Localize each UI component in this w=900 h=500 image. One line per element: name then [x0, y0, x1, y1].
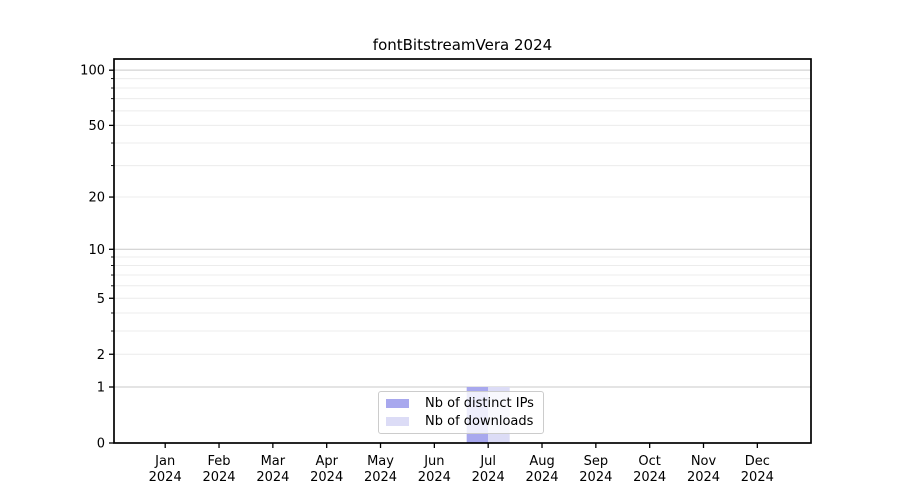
x-tick-label-year: 2024	[418, 470, 451, 485]
x-tick-label-month: Aug	[529, 454, 554, 469]
x-tick-label-year: 2024	[310, 470, 343, 485]
legend-label: Nb of distinct IPs	[425, 396, 534, 411]
y-tick-label: 2	[97, 348, 105, 363]
x-tick-label-year: 2024	[364, 470, 397, 485]
plot-border	[113, 58, 812, 444]
chart-title: fontBitstreamVera 2024	[372, 36, 553, 54]
x-tick-label-month: Apr	[315, 454, 338, 469]
x-tick-label-year: 2024	[579, 470, 612, 485]
y-tick-label: 50	[88, 119, 105, 134]
x-tick-label-year: 2024	[633, 470, 666, 485]
x-tick-label-year: 2024	[256, 470, 289, 485]
x-tick-label-month: Jul	[479, 454, 496, 469]
y-tick-label: 0	[97, 437, 105, 452]
x-tick-label-month: Oct	[638, 454, 660, 469]
legend-swatch-distinct-ips	[386, 399, 409, 408]
x-tick-label-month: Jun	[423, 454, 444, 469]
legend-item: Nb of downloads	[379, 413, 543, 430]
x-tick-label-year: 2024	[202, 470, 235, 485]
x-tick-label-month: May	[367, 454, 394, 469]
x-tick-label-year: 2024	[525, 470, 558, 485]
y-tick-label: 1	[97, 381, 105, 396]
legend-swatch-downloads	[386, 417, 409, 426]
x-tick-label-year: 2024	[472, 470, 505, 485]
x-tick-label-month: Feb	[208, 454, 231, 469]
y-tick-label: 100	[80, 64, 105, 79]
y-tick-label: 20	[88, 191, 105, 206]
legend: Nb of distinct IPs Nb of downloads	[378, 391, 544, 434]
x-tick-label-month: Dec	[745, 454, 770, 469]
legend-item: Nb of distinct IPs	[379, 395, 543, 412]
x-tick-label-year: 2024	[687, 470, 720, 485]
x-tick-label-month: Sep	[584, 454, 609, 469]
y-tick-label: 10	[88, 243, 105, 258]
x-tick-label-month: Mar	[261, 454, 286, 469]
x-tick-label-year: 2024	[149, 470, 182, 485]
x-tick-label-month: Jan	[154, 454, 175, 469]
x-tick-label-month: Nov	[691, 454, 717, 469]
x-tick-label-year: 2024	[741, 470, 774, 485]
y-tick-label: 5	[97, 292, 105, 307]
legend-label: Nb of downloads	[425, 414, 534, 429]
